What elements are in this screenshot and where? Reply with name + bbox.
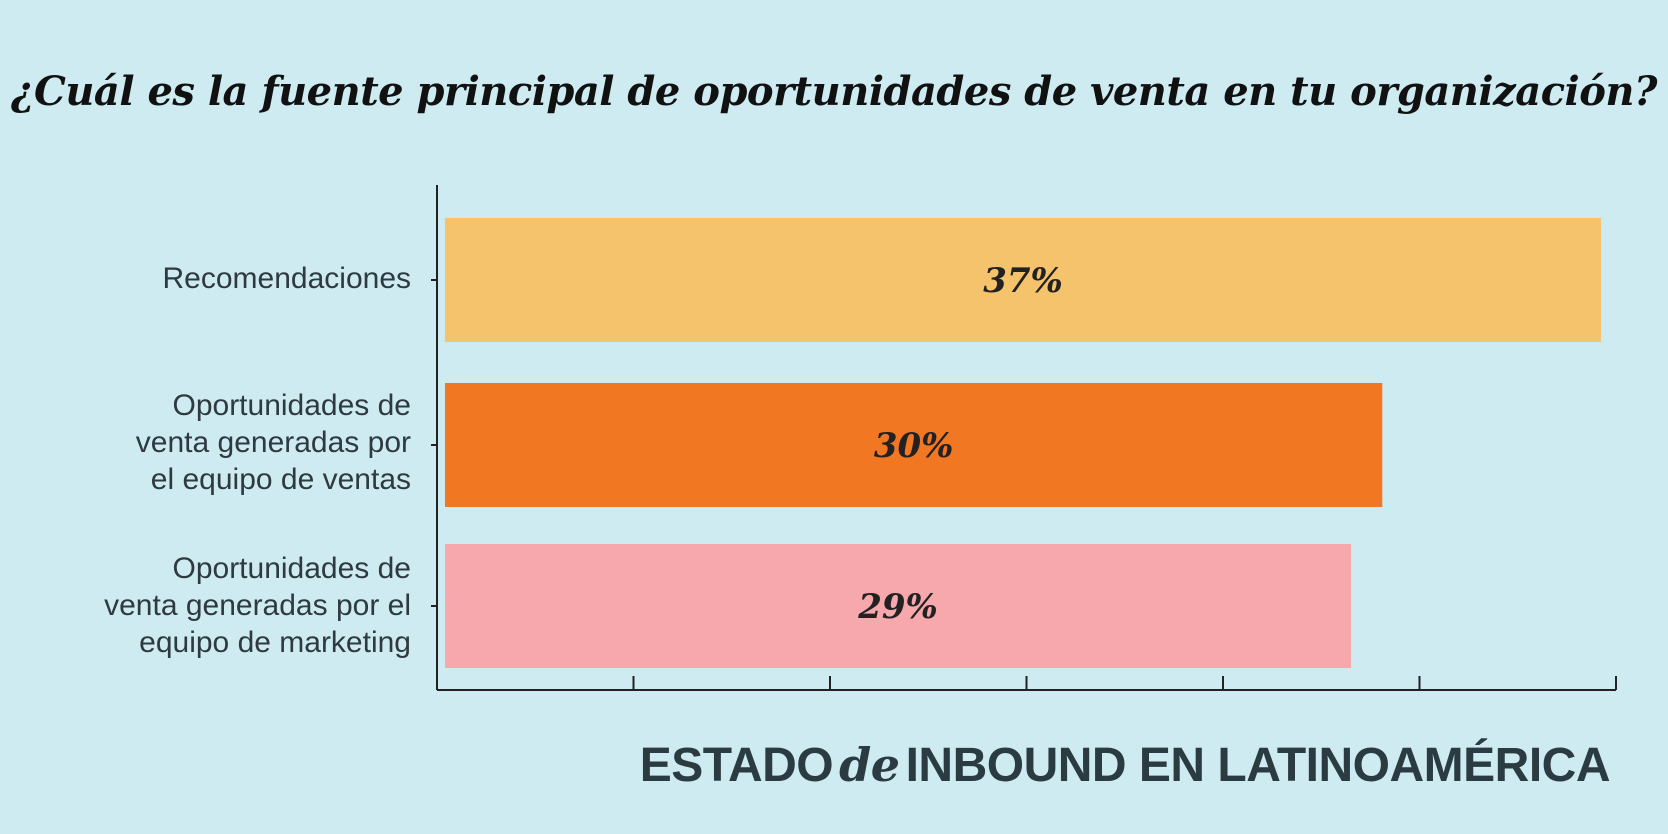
category-label-line: Oportunidades de: [172, 389, 411, 422]
category-label-line: venta generadas por: [135, 426, 411, 459]
footer-de: de: [839, 738, 900, 792]
category-label-recomendaciones: Recomendaciones: [51, 260, 411, 297]
bar-value-label-1: 30%: [874, 426, 954, 466]
footer-inbound: INBOUND EN LATINOAMÉRICA: [905, 739, 1611, 792]
chart-title: ¿Cuál es la fuente principal de oportuni…: [11, 68, 1657, 115]
category-label-equipo-ventas: Oportunidades de venta generadas por el eq…: [51, 387, 411, 498]
category-label-line: equipo de marketing: [139, 626, 411, 659]
bar-2: [445, 544, 1352, 668]
category-label-equipo-marketing: Oportunidades de venta generadas por el eq…: [51, 550, 411, 661]
category-label-line: venta generadas por el: [104, 589, 411, 622]
brand-footer: ESTADO de INBOUND EN LATINOAMÉRICA: [639, 738, 1611, 793]
bar-1: [445, 383, 1383, 507]
bar-0: [445, 218, 1601, 342]
category-label-line: el equipo de ventas: [150, 463, 411, 496]
bar-value-label-2: 29%: [857, 587, 938, 627]
category-label-line: Oportunidades de: [172, 552, 411, 585]
bar-value-label-0: 37%: [983, 261, 1063, 301]
category-label-line: Recomendaciones: [162, 262, 411, 295]
footer-estado: ESTADO: [639, 739, 834, 792]
